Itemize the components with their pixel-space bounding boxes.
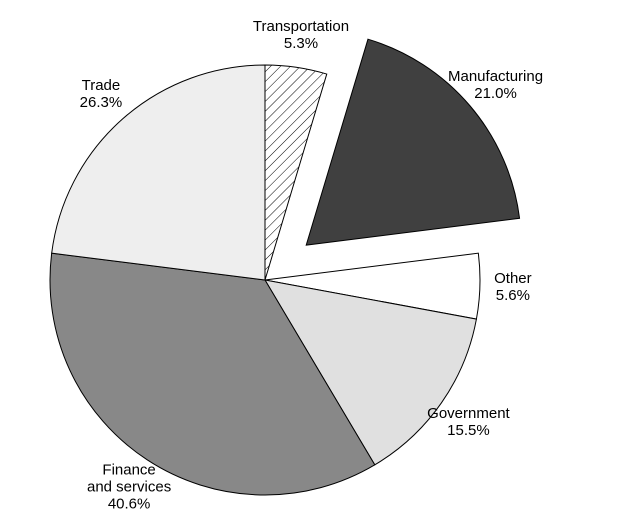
- category-label: Finance and services: [86, 461, 172, 496]
- value-label: 21.0%: [474, 84, 517, 102]
- slice-label: Trade 26.3%: [80, 77, 123, 111]
- pie-slice: [51, 64, 266, 281]
- category-label: Manufacturing: [448, 67, 544, 85]
- slice-label: Government 15.5%: [427, 405, 510, 439]
- category-label: Government: [427, 404, 510, 422]
- slice-label: Transportation 5.3%: [253, 18, 349, 52]
- value-label: 5.6%: [495, 287, 530, 305]
- pie-slice: [264, 279, 478, 466]
- value-label: 15.5%: [447, 421, 490, 439]
- value-label: 26.3%: [79, 94, 123, 112]
- value-label: 5.3%: [283, 34, 319, 52]
- category-label: Trade: [81, 77, 121, 95]
- pie-slice: [49, 252, 376, 496]
- pie-slice: [264, 64, 328, 281]
- value-label: 40.6%: [107, 495, 151, 512]
- slice-label: Manufacturing 21.0%: [448, 68, 543, 102]
- category-label: Other: [494, 270, 532, 288]
- slice-label: Finance and services 40.6%: [87, 462, 171, 512]
- slice-label: Other 5.6%: [494, 270, 532, 304]
- pie-slice: [305, 38, 521, 246]
- category-label: Transportation: [252, 17, 350, 35]
